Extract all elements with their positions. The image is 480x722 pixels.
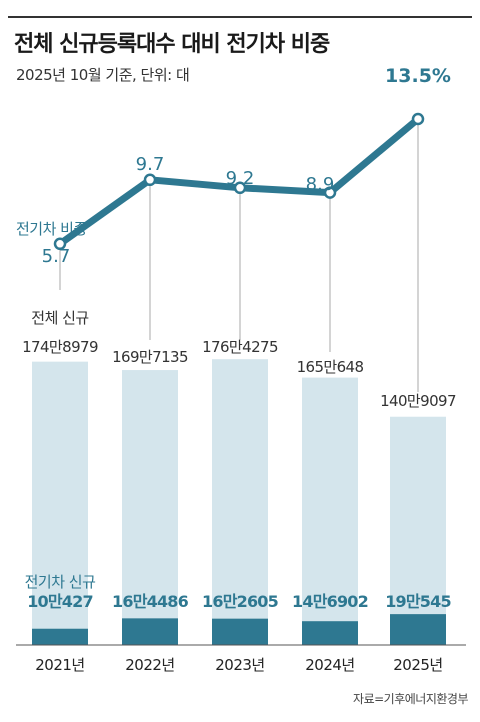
ratio-value-label-2: 9.7	[136, 154, 165, 175]
ratio-value-label-1: 5.7	[42, 246, 71, 267]
total-value-label-2: 169만7135	[112, 348, 188, 366]
ratio-value-label-3: 9.2	[226, 168, 255, 189]
total-bar-2	[122, 370, 178, 645]
ratio-point-3	[233, 181, 247, 195]
ev-bar-5	[390, 614, 446, 645]
ev-bar-2	[122, 618, 178, 645]
ev-value-label-5: 19만545	[385, 592, 451, 611]
total-series-label: 전체 신규	[31, 309, 88, 327]
chart-title: 전체 신규등록대수 대비 전기차 비중	[14, 32, 330, 57]
ratio-point-1	[53, 237, 67, 251]
ratio-value-label-4: 8.9	[306, 174, 335, 195]
ev-series-label: 전기차 신규	[25, 573, 96, 591]
ev-value-label-4: 14만6902	[292, 592, 368, 611]
x-tick-label-2: 2022년	[125, 656, 174, 674]
top-rule	[8, 16, 472, 18]
ev-bar-3	[212, 618, 268, 645]
source-note: 자료=기후에너지환경부	[353, 692, 468, 706]
total-value-label-5: 140만9097	[380, 392, 456, 410]
ev-bar-1	[32, 628, 88, 645]
ev-value-label-2: 16만4486	[112, 592, 189, 611]
ratio-point-2	[143, 173, 157, 187]
x-tick-label-5: 2025년	[393, 656, 442, 674]
ratio-point-4	[323, 186, 337, 199]
total-bar-4	[302, 377, 358, 645]
total-value-label-1: 174만8979	[22, 338, 98, 356]
x-tick-label-1: 2021년	[35, 656, 84, 674]
ratio-point-5	[411, 112, 425, 126]
total-bar-1	[32, 361, 88, 645]
total-value-label-4: 165만648	[297, 358, 364, 376]
x-tick-label-4: 2024년	[305, 656, 354, 674]
ev-bar-4	[302, 621, 358, 645]
ev-value-label-3: 16만2605	[202, 592, 279, 611]
total-bar-3	[212, 359, 268, 645]
chart-subtitle: 2025년 10월 기준, 단위: 대	[16, 66, 190, 84]
ev-value-label-1: 10만427	[27, 592, 93, 611]
total-value-label-3: 176만4275	[202, 338, 278, 356]
total-bar-5	[390, 416, 446, 645]
x-tick-label-3: 2023년	[215, 656, 264, 674]
ratio-value-label-5: 13.5%	[385, 65, 451, 87]
ratio-series-label: 전기차 비중	[16, 220, 87, 238]
